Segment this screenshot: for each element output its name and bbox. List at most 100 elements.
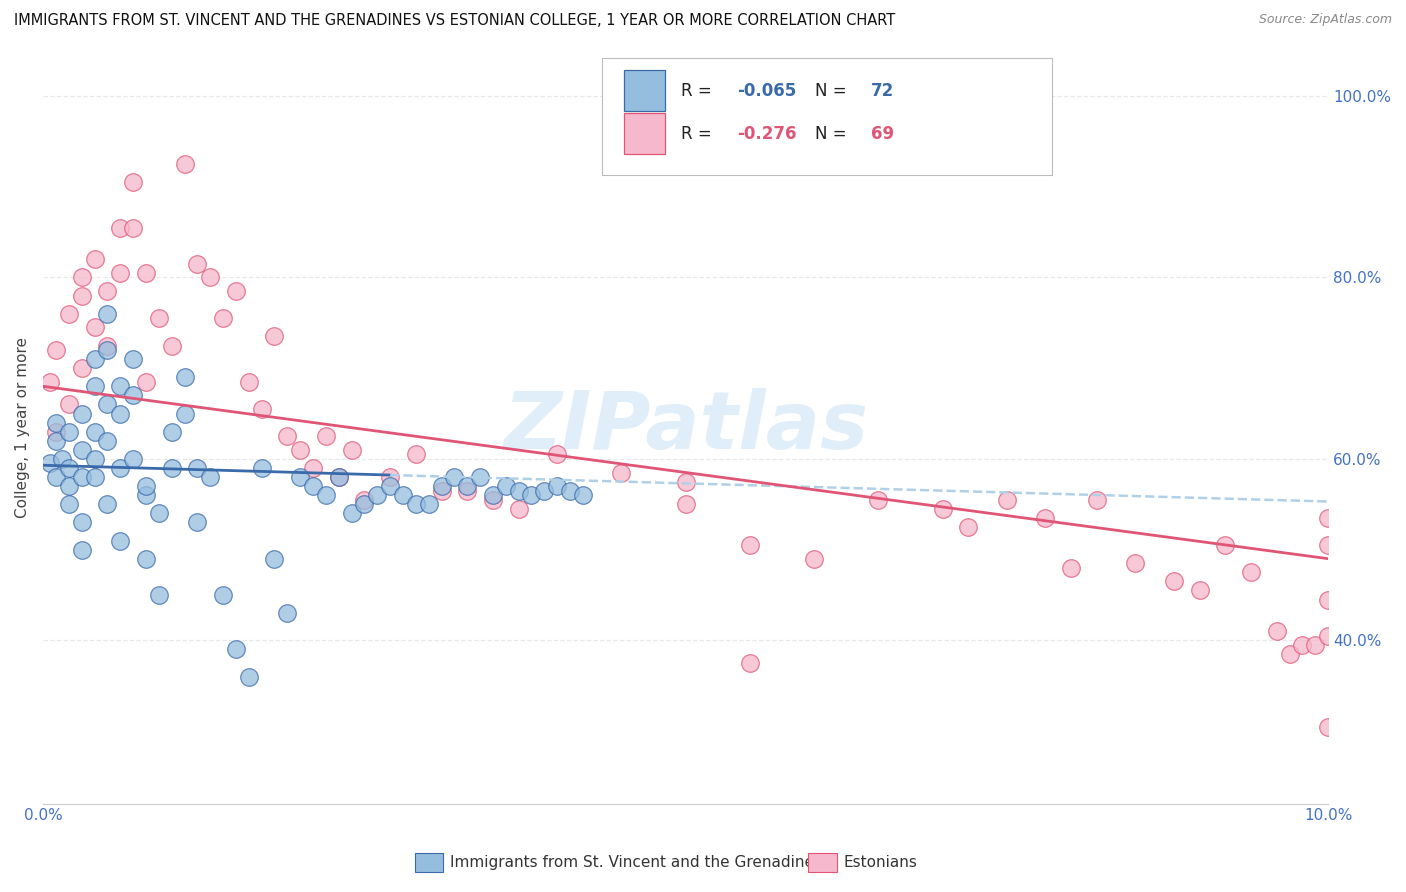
Point: [508, 483, 530, 498]
Point: [957, 520, 980, 534]
Point: [1317, 592, 1340, 607]
Point: [83, 352, 105, 367]
Point: [378, 479, 401, 493]
Point: [1317, 719, 1340, 733]
Point: [392, 488, 415, 502]
Point: [83, 379, 105, 393]
Point: [70, 442, 93, 457]
Point: [51, 451, 73, 466]
Point: [122, 352, 145, 367]
Point: [45, 470, 67, 484]
Point: [83, 320, 105, 334]
Point: [738, 538, 761, 552]
Point: [738, 656, 761, 670]
Point: [1125, 556, 1147, 570]
Point: [263, 329, 285, 343]
Point: [173, 157, 195, 171]
Point: [70, 270, 93, 285]
Point: [1278, 647, 1301, 661]
Point: [1188, 583, 1211, 598]
Point: [1303, 638, 1326, 652]
Text: R =: R =: [681, 81, 717, 100]
Point: [328, 470, 350, 484]
Text: 72: 72: [870, 81, 894, 100]
Point: [1163, 574, 1185, 589]
Point: [1215, 538, 1237, 552]
Point: [96, 497, 118, 511]
Point: [340, 442, 363, 457]
Point: [173, 407, 195, 421]
Point: [110, 220, 132, 235]
Point: [122, 220, 145, 235]
Point: [225, 642, 247, 657]
Point: [96, 397, 118, 411]
Point: [58, 307, 80, 321]
Point: [135, 488, 157, 502]
Point: [200, 270, 222, 285]
Point: [931, 501, 953, 516]
Point: [83, 451, 105, 466]
Point: [110, 533, 132, 548]
Point: [200, 470, 222, 484]
Point: [212, 311, 235, 326]
Point: [70, 516, 93, 530]
Point: [238, 670, 260, 684]
Text: Estonians: Estonians: [844, 855, 918, 870]
Point: [38, 457, 60, 471]
Point: [250, 402, 273, 417]
Point: [135, 266, 157, 280]
Point: [276, 429, 298, 443]
Point: [83, 425, 105, 439]
Point: [45, 416, 67, 430]
Text: IMMIGRANTS FROM ST. VINCENT AND THE GRENADINES VS ESTONIAN COLLEGE, 1 YEAR OR MO: IMMIGRANTS FROM ST. VINCENT AND THE GREN…: [14, 13, 896, 29]
Point: [110, 407, 132, 421]
Point: [148, 311, 170, 326]
Point: [868, 492, 890, 507]
Y-axis label: College, 1 year or more: College, 1 year or more: [15, 336, 30, 517]
Point: [148, 506, 170, 520]
Point: [135, 479, 157, 493]
Point: [1085, 492, 1108, 507]
Point: [186, 257, 208, 271]
Point: [135, 375, 157, 389]
Point: [122, 388, 145, 402]
Point: [110, 461, 132, 475]
Point: [1317, 629, 1340, 643]
Text: N =: N =: [815, 81, 852, 100]
Point: [315, 488, 337, 502]
Point: [148, 588, 170, 602]
Point: [1317, 538, 1340, 552]
Point: [70, 542, 93, 557]
Point: [405, 497, 427, 511]
Point: [83, 252, 105, 267]
Point: [96, 338, 118, 352]
Point: [1240, 566, 1263, 580]
Text: Source: ZipAtlas.com: Source: ZipAtlas.com: [1258, 13, 1392, 27]
Point: [302, 461, 325, 475]
Point: [58, 497, 80, 511]
Point: [58, 397, 80, 411]
Point: [328, 470, 350, 484]
Point: [378, 470, 401, 484]
Text: N =: N =: [815, 125, 852, 143]
Point: [366, 488, 388, 502]
Point: [572, 488, 595, 502]
FancyBboxPatch shape: [602, 58, 1052, 175]
Point: [135, 551, 157, 566]
Point: [405, 447, 427, 461]
Point: [276, 606, 298, 620]
Text: 69: 69: [870, 125, 894, 143]
FancyBboxPatch shape: [624, 70, 665, 112]
Point: [160, 425, 183, 439]
Point: [315, 429, 337, 443]
Point: [430, 479, 453, 493]
Point: [110, 266, 132, 280]
Point: [340, 506, 363, 520]
Point: [1317, 511, 1340, 525]
Point: [186, 516, 208, 530]
Point: [225, 284, 247, 298]
Point: [803, 551, 825, 566]
Text: ZIPatlas: ZIPatlas: [503, 388, 868, 467]
Point: [70, 470, 93, 484]
Point: [533, 483, 555, 498]
